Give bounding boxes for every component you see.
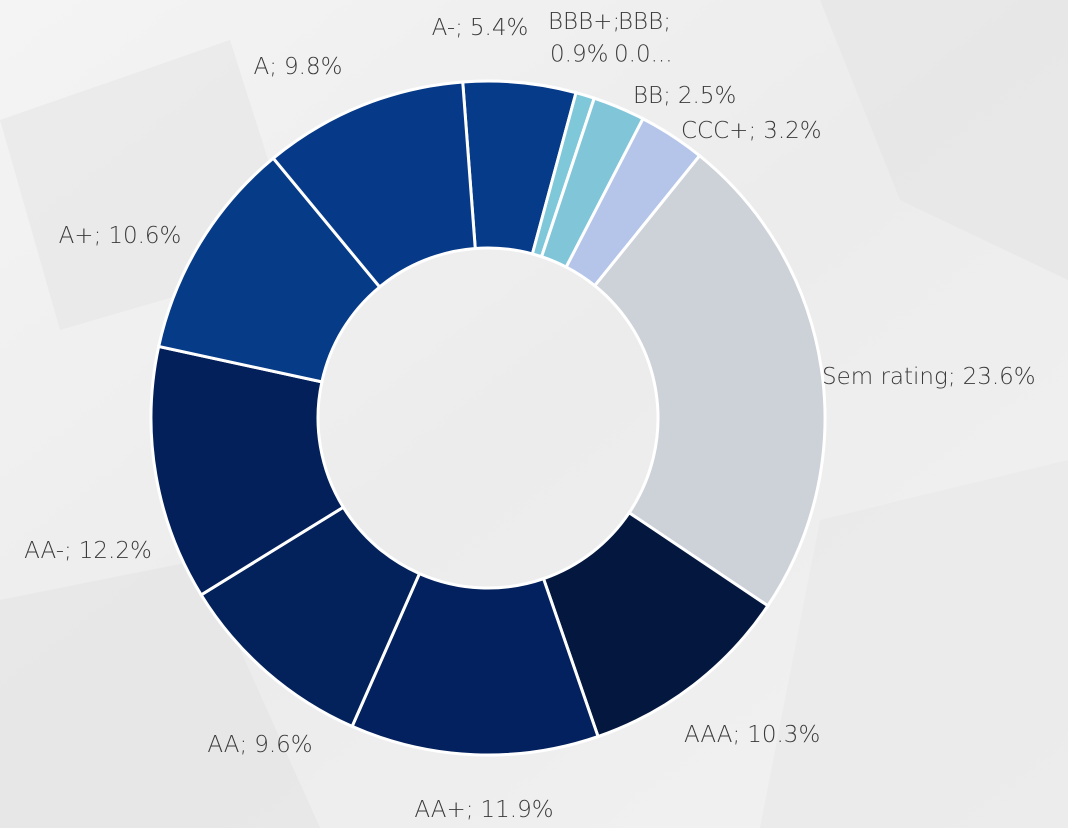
category-label: AA	[207, 732, 239, 758]
label-separator: ;	[64, 538, 72, 564]
data-label: BB; 2.5%	[633, 83, 736, 109]
label-separator: ;	[269, 54, 277, 80]
donut-slice	[592, 153, 827, 608]
data-label: AA+; 11.9%	[414, 797, 553, 823]
label-separator: ;	[732, 722, 740, 748]
category-label: AA+	[414, 797, 465, 823]
label-separator: ;	[663, 83, 671, 109]
category-label: Sem rating	[822, 364, 948, 390]
category-label: BBB+	[548, 9, 612, 35]
value-label: 0.0...	[614, 42, 673, 68]
label-separator: ;	[94, 223, 102, 249]
data-label: Sem rating; 23.6%	[822, 364, 1036, 390]
value-label: 0.9%	[550, 42, 608, 68]
data-label: CCC+; 3.2%	[681, 118, 822, 144]
value-label: 12.2%	[79, 538, 152, 564]
data-label: AAA; 10.3%	[684, 722, 820, 748]
donut-slice	[350, 571, 600, 757]
category-label: AA-	[24, 538, 64, 564]
label-separator: ;	[663, 9, 671, 35]
label-separator: ;	[612, 9, 620, 35]
value-label: 11.9%	[481, 797, 554, 823]
data-label: BBB;	[618, 9, 671, 35]
donut-slice	[149, 344, 346, 597]
category-label: CCC+	[681, 118, 748, 144]
category-label: BBB	[618, 9, 663, 35]
data-label: A+; 10.6%	[59, 223, 182, 249]
category-label: A	[254, 54, 270, 80]
donut-slice	[271, 80, 477, 290]
data-label: AA-; 12.2%	[24, 538, 152, 564]
value-label: 3.2%	[763, 118, 821, 144]
category-label: AAA	[684, 722, 732, 748]
category-label: BB	[633, 83, 663, 109]
value-label: 9.6%	[254, 732, 312, 758]
background-shape	[820, 0, 1068, 280]
value-label: 2.5%	[678, 83, 736, 109]
value-label: 5.4%	[470, 15, 528, 41]
background-shape	[760, 460, 1068, 828]
data-label: AA; 9.6%	[207, 732, 312, 758]
label-separator: ;	[239, 732, 247, 758]
label-separator: ;	[466, 797, 474, 823]
label-separator: ;	[455, 15, 463, 41]
value-label: 9.8%	[284, 54, 342, 80]
category-label: A-	[432, 15, 456, 41]
label-separator: ;	[948, 364, 956, 390]
background-shape	[0, 560, 320, 828]
value-label: 23.6%	[963, 364, 1036, 390]
category-label: A+	[59, 223, 94, 249]
data-label: BBB+;	[548, 9, 620, 35]
value-label: 10.6%	[108, 223, 181, 249]
data-label: A-; 5.4%	[432, 15, 529, 41]
label-separator: ;	[748, 118, 756, 144]
data-label: A; 9.8%	[254, 54, 343, 80]
value-label: 10.3%	[747, 722, 820, 748]
